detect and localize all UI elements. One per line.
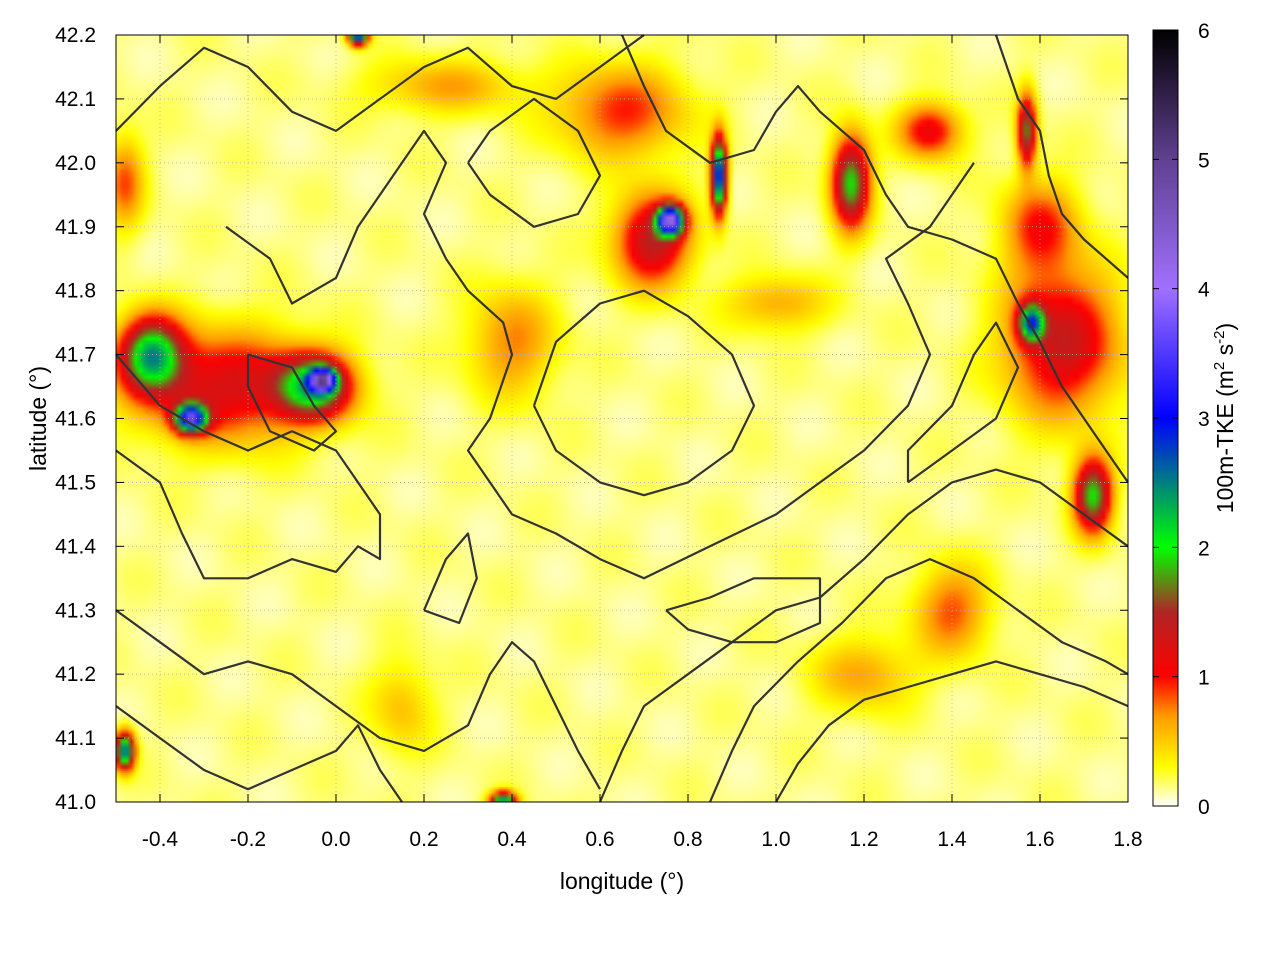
x-tick-label: 0.4 xyxy=(497,828,527,851)
y-tick-label: 41.1 xyxy=(55,727,96,750)
y-axis-title: latitude (°) xyxy=(25,366,51,471)
y-tick-label: 41.7 xyxy=(55,344,96,367)
contour-line xyxy=(115,34,645,132)
colorbar-title: 100m-TKE (m2 s-2) xyxy=(1211,323,1238,513)
contour-line xyxy=(906,321,1020,484)
contour-line xyxy=(225,129,975,580)
y-tick-label: 41.4 xyxy=(55,535,96,558)
contour-line xyxy=(467,97,602,228)
contour-line xyxy=(665,577,822,644)
colorbar-title-suffix: ) xyxy=(1212,323,1238,331)
x-tick-label: 1.2 xyxy=(849,828,878,851)
contour-line xyxy=(775,660,1129,803)
y-tick-label: 42.0 xyxy=(55,152,96,175)
x-axis-title: longitude (°) xyxy=(560,868,684,894)
y-tick-label: 42.1 xyxy=(55,88,96,111)
terrain-contours xyxy=(115,34,1129,803)
x-tick-label: -0.4 xyxy=(142,828,179,851)
y-tick-label: 41.6 xyxy=(55,408,96,431)
y-tick-label: 41.8 xyxy=(55,280,96,303)
colorbar-tick-label: 1 xyxy=(1198,667,1210,690)
colorbar-tick-label: 3 xyxy=(1198,408,1210,431)
contour-line xyxy=(422,532,478,625)
x-tick-label: 1.8 xyxy=(1113,828,1142,851)
y-tick-label: 41.9 xyxy=(55,216,96,239)
colorbar-tick-label: 0 xyxy=(1198,796,1210,819)
y-tick-label: 41.0 xyxy=(55,791,96,814)
x-tick-label: 1.6 xyxy=(1025,828,1054,851)
colorbar-ticks xyxy=(1153,29,1178,807)
contour-line xyxy=(115,609,601,790)
contour-line xyxy=(708,558,1129,803)
colorbar-tick-label: 2 xyxy=(1198,537,1210,560)
x-tick-label: -0.2 xyxy=(230,828,266,851)
colorbar-title-prefix: 100m-TKE (m xyxy=(1212,370,1238,513)
colorbar-tick-labels: 0 1 2 3 4 5 6 xyxy=(1198,20,1210,819)
contour-line xyxy=(620,34,1129,484)
y-tick-label: 42.2 xyxy=(55,24,96,47)
colorbar-tick-label: 6 xyxy=(1198,20,1210,43)
colorbar-tick-label: 4 xyxy=(1198,279,1210,302)
axis-ticks xyxy=(116,34,1129,803)
contour-line xyxy=(598,468,1129,803)
contour-line xyxy=(115,353,382,580)
x-tick-label: 0.2 xyxy=(409,828,438,851)
contour-line xyxy=(994,34,1129,279)
x-tick-label: 1.0 xyxy=(761,828,790,851)
x-tick-label: 0.6 xyxy=(585,828,614,851)
contour-line xyxy=(246,353,338,452)
x-tick-label: 0.0 xyxy=(321,828,350,851)
contour-line xyxy=(115,705,403,803)
y-tick-labels: 41.0 41.1 41.2 41.3 41.4 41.5 41.6 41.7 41.8 41.9… xyxy=(55,24,96,814)
y-tick-label: 41.5 xyxy=(55,471,96,494)
colorbar-title-sup1: 2 xyxy=(1211,362,1228,370)
colorbar-title-mid: s xyxy=(1212,344,1238,362)
contour-line xyxy=(532,289,756,497)
y-tick-label: 41.3 xyxy=(55,599,96,622)
x-tick-label: 0.8 xyxy=(673,828,702,851)
y-tick-label: 41.2 xyxy=(55,663,96,686)
x-tick-label: 1.4 xyxy=(937,828,967,851)
colorbar-title-sup2: -2 xyxy=(1211,330,1228,343)
colorbar-tick-label: 5 xyxy=(1198,149,1210,172)
x-tick-labels: -0.4 -0.2 0.0 0.2 0.4 0.6 0.8 1.0 1.2 1.4 1.6 1.8 xyxy=(142,828,1143,851)
